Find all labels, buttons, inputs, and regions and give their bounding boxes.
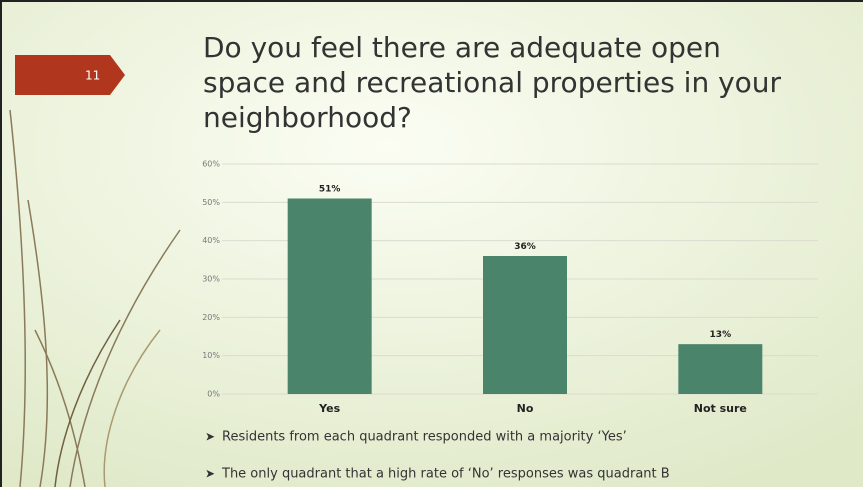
y-tick-label: 10% — [202, 351, 220, 360]
title-line: Do you feel there are adequate open — [203, 31, 721, 64]
bullet: The only quadrant that a high rate of ‘N… — [221, 467, 670, 482]
y-tick-label: 50% — [202, 198, 220, 207]
x-tick-label: No — [517, 402, 534, 415]
title-line: neighborhood? — [203, 101, 412, 134]
bullet: Residents from each quadrant responded w… — [222, 430, 627, 445]
y-tick-label: 60% — [202, 160, 220, 169]
data-label: 36% — [514, 242, 536, 252]
bullet-marker: ➤ — [205, 430, 215, 444]
y-tick-label: 20% — [202, 313, 220, 322]
title-line: space and recreational properties in you… — [203, 66, 782, 99]
x-tick-label: Yes — [318, 402, 340, 415]
y-tick-label: 30% — [202, 275, 220, 284]
chart-title: Do you feel there are adequate open space… — [203, 31, 782, 134]
data-label: 51% — [319, 185, 341, 195]
data-label: 13% — [710, 330, 732, 340]
grass-decoration — [9, 109, 181, 487]
bar — [287, 198, 372, 394]
slide-number-tag — [15, 55, 125, 95]
y-tick-label: 0% — [207, 390, 220, 399]
y-tick-label: 40% — [202, 236, 220, 245]
x-tick-label: Not sure — [694, 402, 747, 415]
bullet-marker: ➤ — [205, 467, 215, 481]
slide-number: 11 — [85, 69, 100, 83]
bar — [678, 344, 763, 394]
bar — [483, 256, 567, 394]
